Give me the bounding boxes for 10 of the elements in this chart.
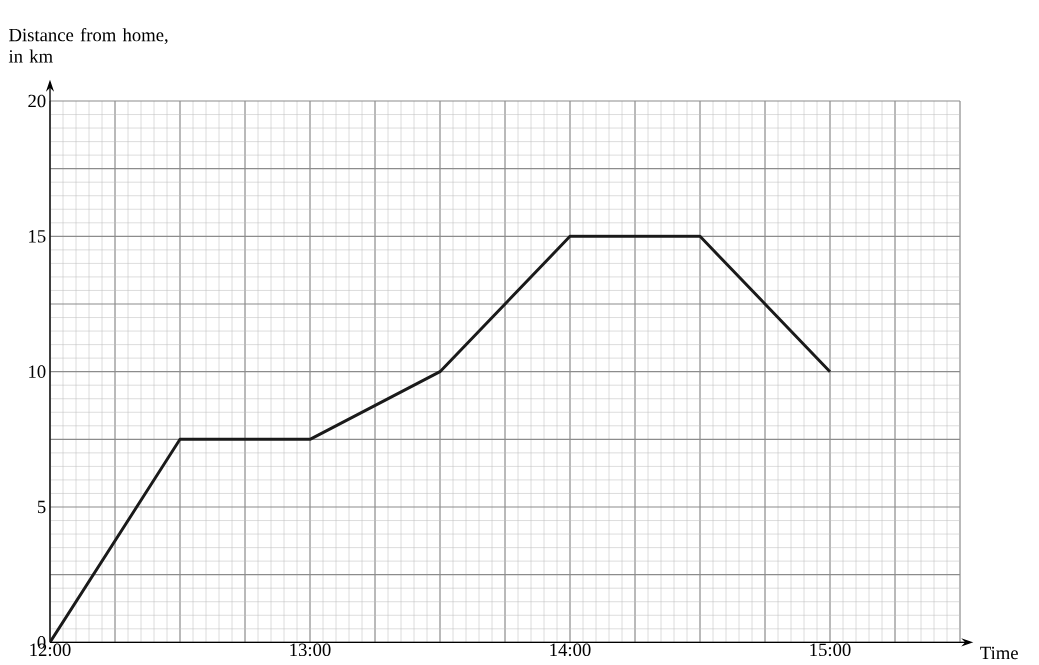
y-tick-label: 5	[37, 500, 46, 514]
y-tick-label: 20	[28, 94, 46, 108]
y-tick-label: 15	[29, 230, 46, 243]
line-series	[50, 234, 832, 643]
x-tick-label: 15:00	[810, 643, 851, 657]
x-axis-title: Time	[980, 646, 1018, 660]
y-tick-label: 10	[29, 365, 46, 378]
x-tick-label: 13:00	[290, 643, 331, 657]
x-tick-label: 14:00	[550, 643, 591, 657]
y-axis-title: Distance from home, in km	[8, 28, 168, 63]
